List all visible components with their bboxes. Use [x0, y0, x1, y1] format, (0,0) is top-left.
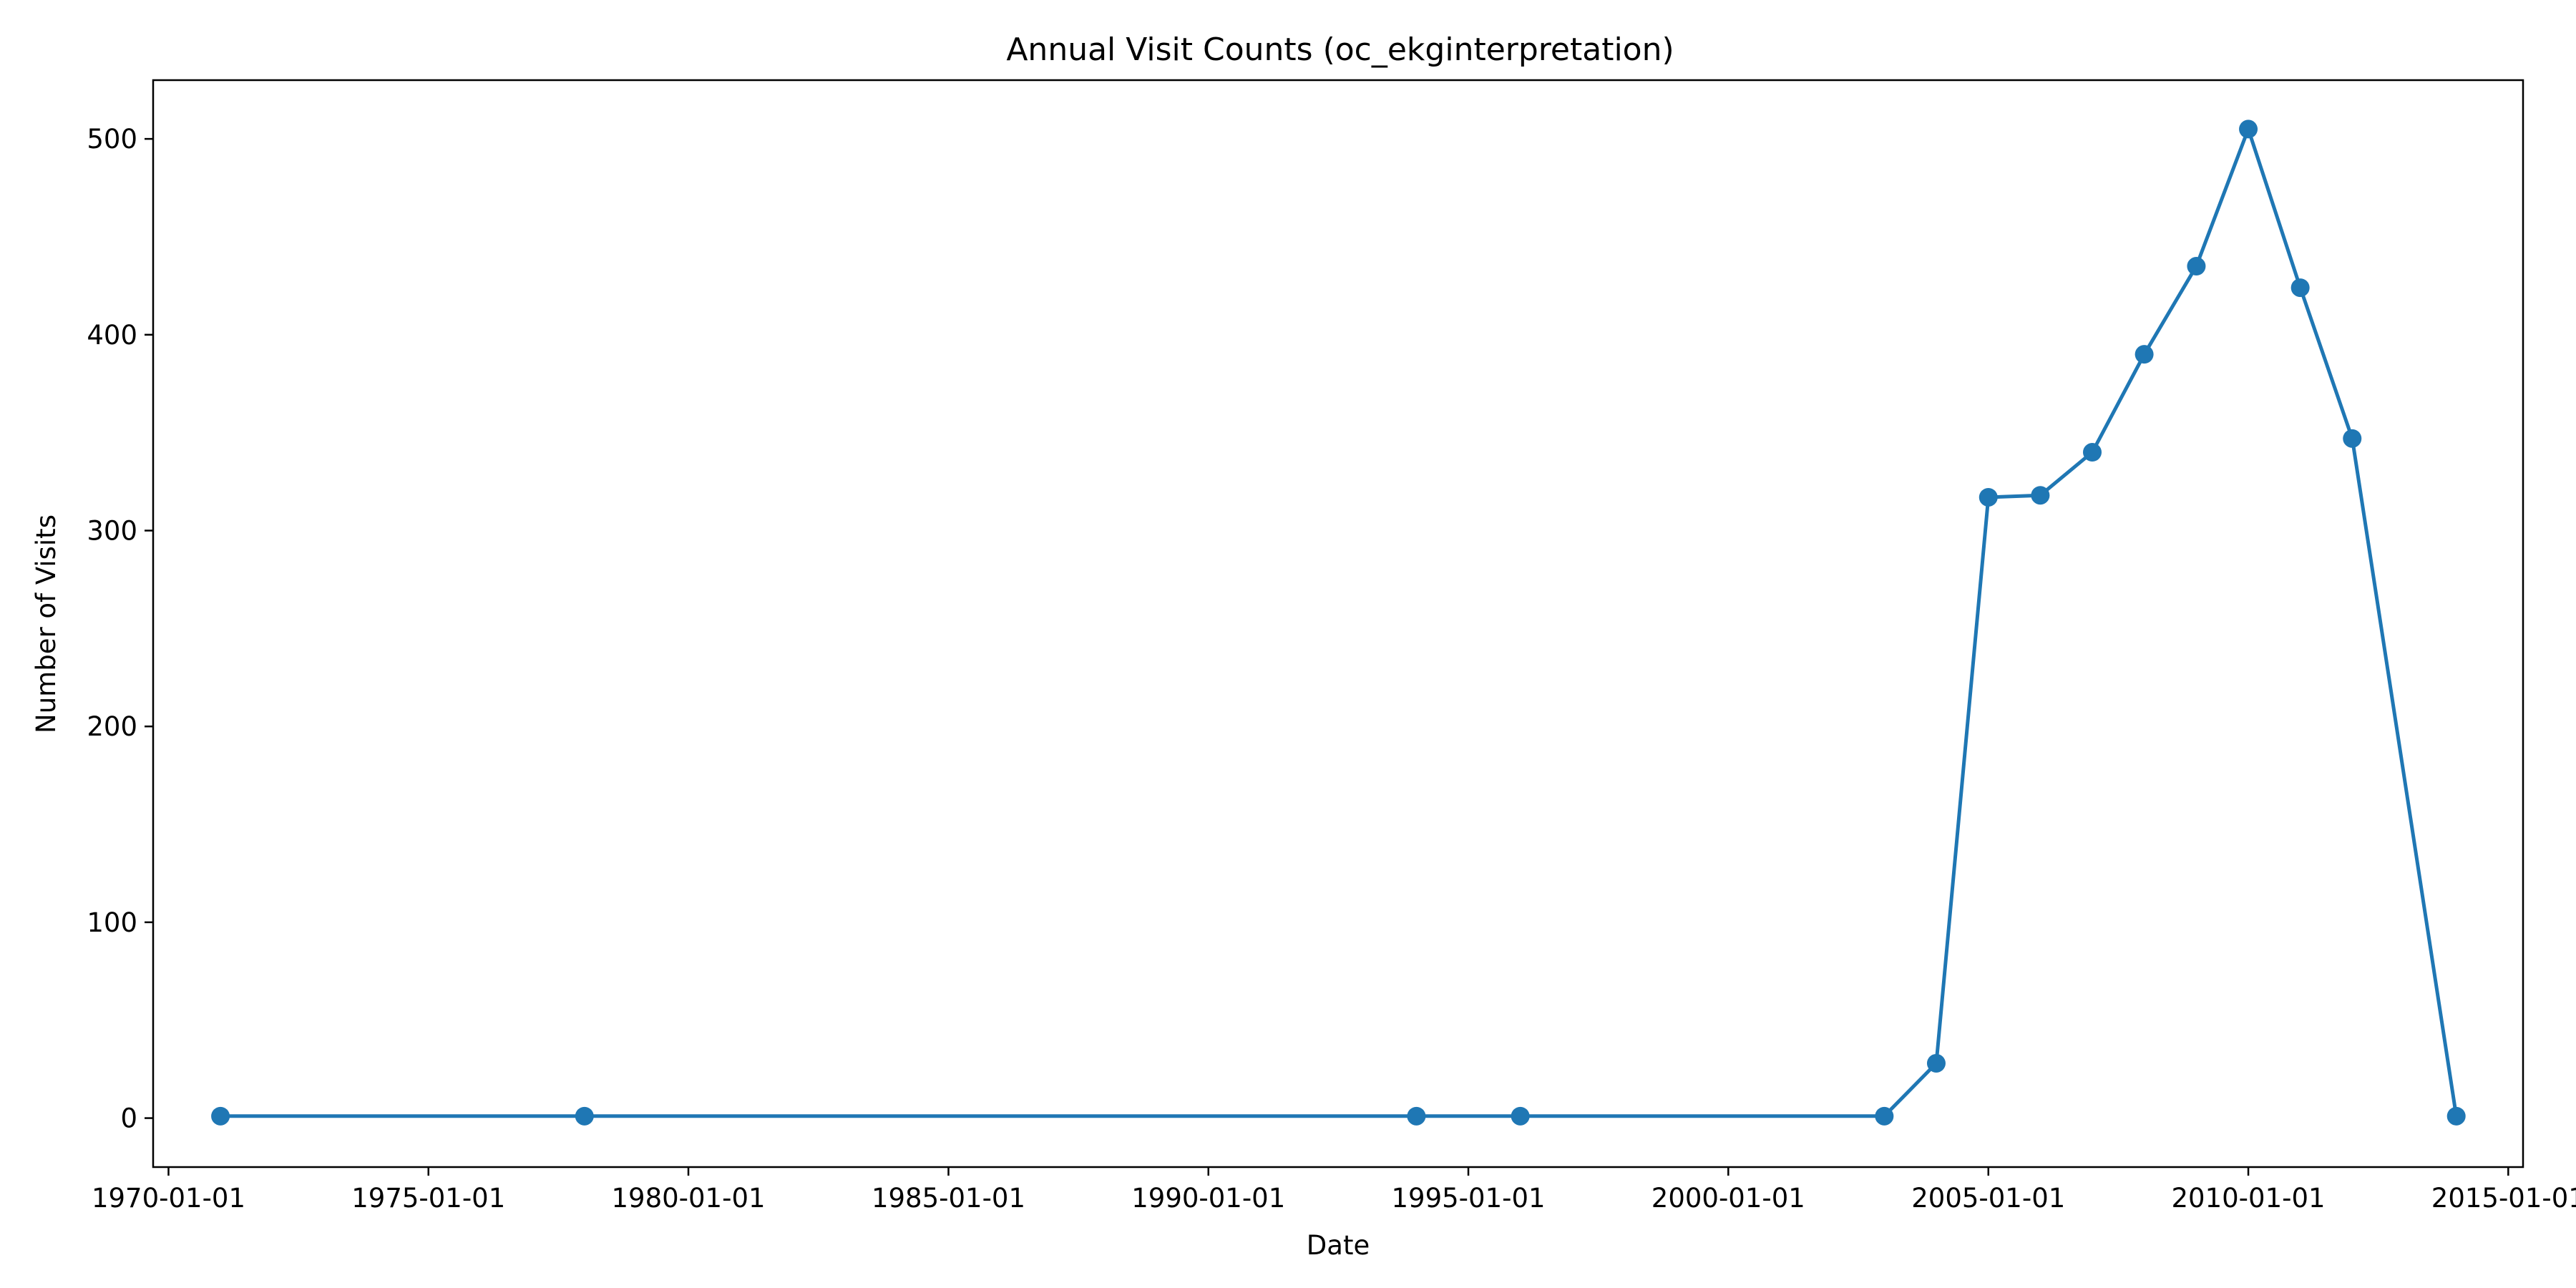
x-tick-label: 2005-01-01 [1911, 1183, 2065, 1214]
y-axis: 0 100 200 300 400 500 [87, 124, 153, 1134]
x-tick-label: 1995-01-01 [1392, 1183, 1546, 1214]
data-point [1875, 1106, 1894, 1126]
y-tick-label: 100 [87, 907, 137, 938]
data-point [2187, 257, 2206, 276]
y-tick-label: 0 [120, 1103, 137, 1134]
x-axis: 1970-01-01 1975-01-01 1980-01-01 1985-01-01… [92, 1167, 2576, 1214]
data-point [1407, 1106, 1426, 1126]
series-layer [211, 119, 2466, 1126]
data-point [2031, 486, 2050, 505]
y-axis-label: Number of Visits [31, 514, 62, 733]
chart-title: Annual Visit Counts (oc_ekginterpretatio… [1006, 31, 1674, 68]
data-point [2290, 278, 2310, 298]
x-tick-label: 1985-01-01 [872, 1183, 1025, 1214]
x-tick-label: 1975-01-01 [351, 1183, 505, 1214]
data-point [2239, 119, 2258, 139]
plot-area [152, 79, 2524, 1169]
y-tick-label: 400 [87, 320, 137, 351]
x-tick-label: 1990-01-01 [1131, 1183, 1285, 1214]
data-point [2343, 429, 2362, 448]
x-tick-label: 1980-01-01 [612, 1183, 766, 1214]
data-point [2135, 345, 2154, 364]
data-point [1979, 487, 1998, 507]
y-tick-label: 300 [87, 515, 137, 546]
x-tick-label: 2010-01-01 [2172, 1183, 2326, 1214]
x-tick-label: 2000-01-01 [1652, 1183, 1805, 1214]
data-point [211, 1106, 230, 1126]
data-point [2082, 443, 2102, 462]
x-tick-label: 2015-01-01 [2431, 1183, 2576, 1214]
x-tick-label: 1970-01-01 [92, 1183, 245, 1214]
data-point [575, 1106, 594, 1126]
data-point [2446, 1106, 2466, 1126]
y-tick-label: 500 [87, 124, 137, 155]
data-point [1511, 1106, 1530, 1126]
data-point [1926, 1053, 1946, 1073]
x-axis-label: Date [1307, 1230, 1370, 1261]
series-line [220, 127, 2459, 1118]
y-tick-label: 200 [87, 711, 137, 742]
